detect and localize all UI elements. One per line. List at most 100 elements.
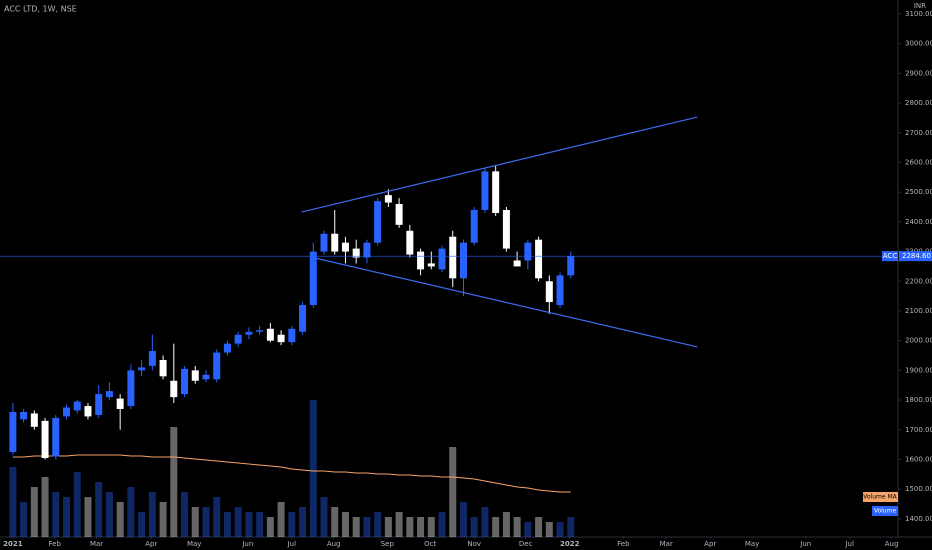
volume-bar — [341, 512, 349, 537]
volume-bar — [438, 512, 446, 537]
y-tick-label: 1600.00 — [905, 455, 932, 463]
volume-tag — [872, 506, 898, 516]
candle-body — [438, 248, 446, 270]
candle-body — [202, 374, 210, 380]
volume-bar — [191, 507, 199, 537]
candle-body — [148, 351, 156, 366]
candle-body — [384, 195, 392, 203]
volume-bar — [481, 507, 489, 537]
candle-body — [245, 331, 253, 335]
volume-bar — [331, 507, 339, 537]
candle-body — [9, 411, 17, 453]
y-tick-label: 2200.00 — [905, 277, 932, 285]
candle-body — [341, 242, 349, 252]
candle-body — [459, 242, 467, 279]
volume-bar — [234, 507, 242, 537]
candle-body — [52, 417, 60, 457]
y-tick-label: 2400.00 — [905, 218, 932, 226]
candle-body — [288, 328, 296, 343]
candle-body — [449, 236, 457, 279]
volume-bar — [384, 517, 392, 537]
volume-bar — [363, 517, 371, 537]
x-tick-label: Feb — [617, 540, 630, 548]
y-tick-label: 1900.00 — [905, 366, 932, 374]
volume-bar — [9, 467, 17, 537]
volume-bar — [159, 502, 167, 537]
candle-body — [84, 406, 92, 417]
volume-bar — [202, 507, 210, 537]
candle-body — [277, 334, 285, 343]
currency-label: INR — [914, 2, 926, 10]
x-tick-label: May — [187, 540, 201, 548]
volume-bar — [524, 522, 532, 537]
x-tick-label: Feb — [49, 540, 62, 548]
volume-bar — [223, 512, 231, 537]
y-tick-label: 2600.00 — [905, 158, 932, 166]
candle-body — [116, 398, 124, 409]
volume-bar — [309, 400, 317, 537]
candle-body — [127, 370, 135, 407]
candle-body — [417, 251, 425, 270]
candle-body — [213, 352, 221, 380]
candle-body — [363, 242, 371, 258]
candle-body — [513, 260, 521, 267]
candle-body — [256, 330, 264, 332]
candle-body — [556, 275, 564, 306]
candle-body — [492, 171, 500, 213]
candle-body — [567, 256, 575, 276]
volume-bar — [170, 427, 178, 537]
volume-bar — [30, 487, 38, 537]
x-tick-label: Dec — [519, 540, 533, 548]
y-tick-label: 3000.00 — [905, 40, 932, 48]
volume-bar — [148, 492, 156, 537]
candle-body — [181, 368, 189, 395]
volume-bar — [245, 512, 253, 537]
y-tick-label: 3100.00 — [905, 10, 932, 18]
x-tick-label: May — [745, 540, 759, 548]
volume-bar — [41, 477, 49, 537]
volume-ma-label: Volume MA — [863, 494, 897, 501]
volume-bar — [417, 517, 425, 537]
volume-bar — [73, 472, 81, 537]
x-tick-label: Jul — [287, 540, 297, 548]
x-tick-label: Apr — [704, 540, 716, 548]
candle-body — [95, 394, 103, 415]
volume-bar — [567, 517, 575, 537]
candle-body — [63, 407, 71, 417]
chart-title: ACC LTD, 1W, NSE — [4, 5, 77, 14]
y-tick-label: 2000.00 — [905, 337, 932, 345]
volume-ma-tag — [863, 492, 898, 502]
candle-body — [20, 411, 28, 420]
candle-body — [374, 201, 382, 243]
volume-ma-line — [12, 454, 571, 493]
y-tick-label: 2900.00 — [905, 69, 932, 77]
volume-bar — [288, 512, 296, 537]
y-tick-label: 2700.00 — [905, 129, 932, 137]
price-tag — [899, 251, 932, 262]
y-tick-label: 1800.00 — [905, 396, 932, 404]
candle-body — [30, 413, 38, 427]
volume-bar — [352, 517, 360, 537]
x-tick-label: Apr — [145, 540, 157, 548]
x-tick-label: Jun — [241, 540, 253, 548]
candle-body — [309, 251, 317, 306]
candle-body — [524, 242, 532, 261]
candle-body — [320, 233, 328, 252]
candle-body — [427, 263, 435, 267]
volume-label: Volume — [874, 508, 897, 515]
x-tick-label: Jul — [844, 540, 854, 548]
volume-bar — [449, 447, 457, 537]
y-tick-label: 1700.00 — [905, 426, 932, 434]
price-label: 2284.60 — [902, 252, 931, 260]
x-tick-label: Sep — [381, 540, 395, 548]
volume-bar — [52, 492, 60, 537]
volume-bar — [20, 502, 28, 537]
volume-bar — [266, 517, 274, 537]
candle-body — [395, 204, 403, 225]
x-tick-label: 2021 — [3, 540, 23, 548]
candle-body — [535, 239, 543, 279]
volume-bar — [470, 517, 478, 537]
symbol-tag — [882, 251, 898, 262]
volume-bar — [427, 517, 435, 537]
